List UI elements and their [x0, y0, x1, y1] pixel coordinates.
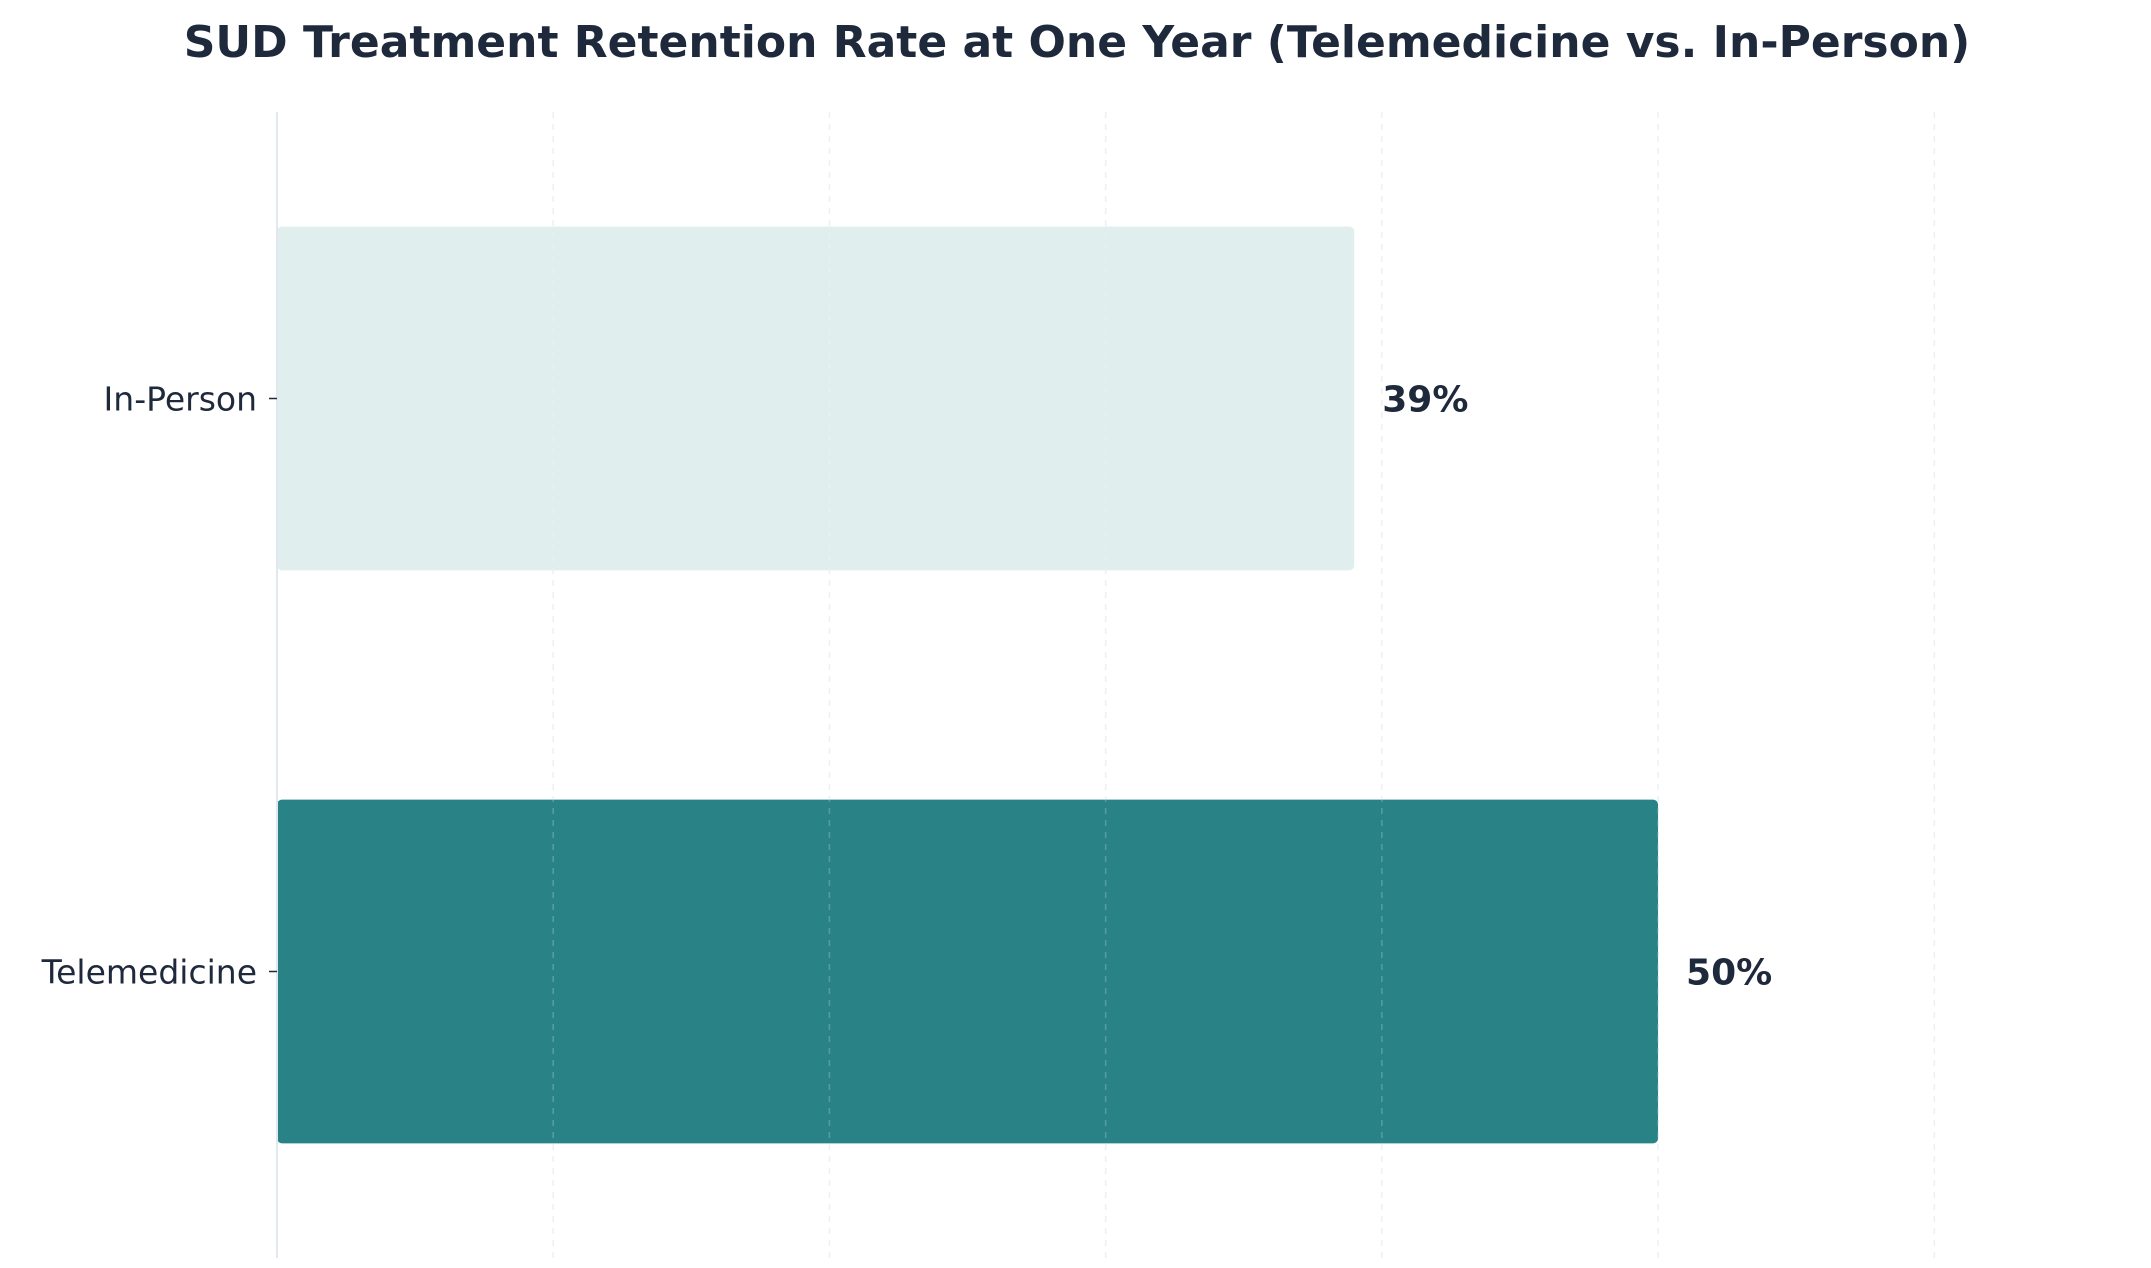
ticks-layer	[269, 397, 277, 973]
bars-layer	[277, 226, 1659, 1144]
y-tick-label: Telemedicine	[41, 953, 257, 992]
bar-in-person	[277, 226, 1355, 571]
chart-title: SUD Treatment Retention Rate at One Year…	[184, 17, 1971, 68]
data-label: 50%	[1686, 953, 1772, 994]
y-tick-label: In-Person	[104, 380, 257, 419]
labels-layer: In-Person 39% Telemedicine 50%	[41, 380, 1773, 994]
data-label: 39%	[1382, 380, 1468, 421]
bar-telemedicine	[277, 799, 1659, 1144]
